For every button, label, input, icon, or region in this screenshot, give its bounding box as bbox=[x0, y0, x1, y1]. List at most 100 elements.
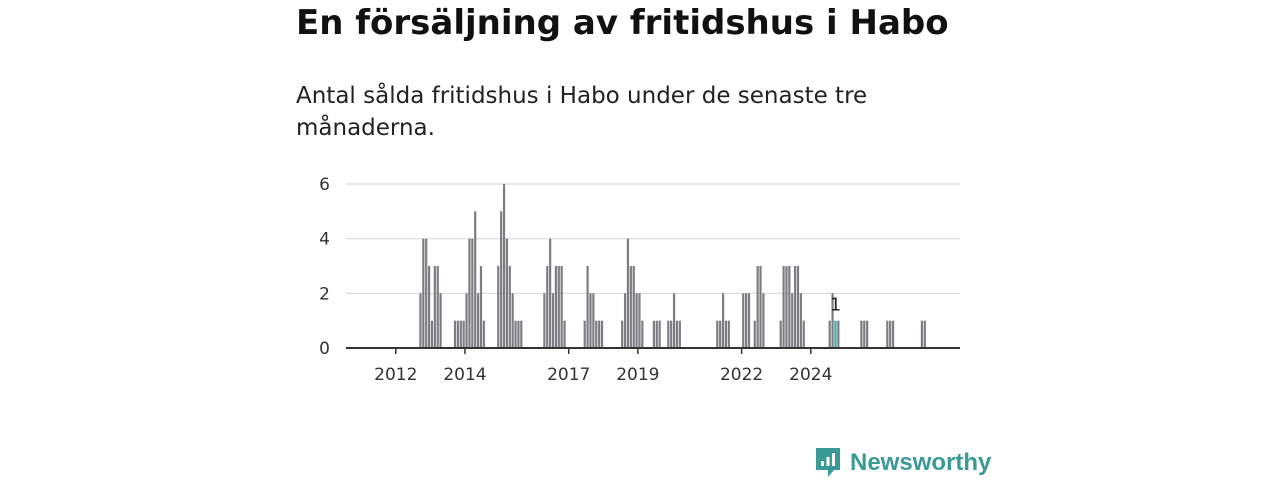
bar bbox=[508, 266, 511, 348]
x-tick-label: 2014 bbox=[443, 365, 486, 385]
bar bbox=[462, 320, 465, 348]
newsworthy-logo-icon bbox=[816, 448, 840, 477]
bar bbox=[557, 266, 560, 348]
bar bbox=[782, 266, 785, 348]
bar bbox=[459, 320, 462, 348]
bar bbox=[474, 211, 477, 348]
bar bbox=[891, 320, 895, 348]
bar bbox=[796, 266, 800, 348]
x-tick-label: 2024 bbox=[789, 365, 832, 385]
bar bbox=[502, 184, 506, 348]
bar-chart: 0 2 4 6 2012 2014 2017 2019 2022 2024 1 bbox=[319, 175, 960, 385]
bar bbox=[672, 293, 676, 348]
bar bbox=[500, 211, 503, 348]
bar bbox=[632, 266, 635, 348]
bar bbox=[621, 320, 624, 348]
bar bbox=[511, 293, 514, 348]
bar bbox=[600, 320, 604, 348]
bar bbox=[788, 266, 791, 348]
bar bbox=[549, 238, 552, 348]
bar bbox=[551, 293, 555, 348]
newsworthy-brand: Newsworthy bbox=[814, 446, 991, 480]
bar bbox=[433, 266, 436, 348]
y-tick-label: 6 bbox=[319, 175, 330, 195]
bar bbox=[583, 320, 586, 348]
bar bbox=[670, 320, 673, 348]
bar bbox=[652, 320, 655, 348]
bar bbox=[863, 320, 866, 348]
bar bbox=[742, 293, 745, 348]
bar bbox=[831, 293, 834, 348]
highlight-value-label: 1 bbox=[830, 295, 841, 316]
data-labels: 1 bbox=[830, 295, 841, 316]
bar bbox=[595, 320, 598, 348]
bar bbox=[716, 320, 719, 348]
x-tick-label: 2019 bbox=[616, 365, 659, 385]
bars bbox=[419, 184, 926, 348]
bar bbox=[799, 293, 802, 348]
bar bbox=[837, 320, 840, 348]
bar bbox=[641, 320, 644, 348]
bar bbox=[468, 238, 471, 348]
bar bbox=[638, 293, 641, 348]
bar bbox=[675, 320, 679, 348]
bar bbox=[794, 266, 797, 348]
bar bbox=[667, 320, 670, 348]
bar bbox=[563, 320, 566, 348]
bar bbox=[759, 266, 762, 348]
bar bbox=[779, 320, 782, 348]
gridlines bbox=[346, 183, 960, 294]
bar bbox=[753, 320, 756, 348]
bar bbox=[747, 293, 751, 348]
bar bbox=[430, 320, 434, 348]
bar bbox=[456, 320, 460, 348]
bar bbox=[436, 266, 439, 348]
x-tick-label: 2022 bbox=[720, 365, 763, 385]
bar bbox=[560, 266, 563, 348]
bar bbox=[589, 293, 592, 348]
bar bbox=[471, 238, 474, 348]
bar-highlight bbox=[834, 320, 837, 348]
bar bbox=[514, 320, 517, 348]
bar bbox=[543, 293, 546, 348]
x-tick-label: 2017 bbox=[547, 365, 590, 385]
bar bbox=[505, 238, 509, 348]
bar bbox=[721, 293, 725, 348]
bar bbox=[678, 320, 681, 348]
chart-title: En försäljning av fritidshus i Habo bbox=[296, 3, 949, 43]
bar bbox=[635, 293, 638, 348]
bar bbox=[802, 320, 805, 348]
bar bbox=[920, 320, 924, 348]
bar bbox=[479, 266, 483, 348]
bar bbox=[724, 320, 728, 348]
bar bbox=[425, 238, 428, 348]
bar bbox=[658, 320, 661, 348]
y-tick-label: 0 bbox=[319, 339, 330, 359]
bar bbox=[422, 238, 425, 348]
bar bbox=[592, 293, 595, 348]
bar bbox=[465, 293, 468, 348]
y-axis-ticks: 0 2 4 6 bbox=[319, 175, 330, 359]
bar bbox=[655, 320, 658, 348]
bar bbox=[439, 293, 442, 348]
bar bbox=[517, 320, 520, 348]
x-tick-label: 2012 bbox=[374, 365, 417, 385]
bar bbox=[623, 293, 627, 348]
bar bbox=[719, 320, 722, 348]
bar bbox=[586, 266, 589, 348]
bar bbox=[427, 266, 431, 348]
x-axis-ticks: 2012 2014 2017 2019 2022 2024 bbox=[374, 348, 832, 385]
bar bbox=[762, 293, 765, 348]
bar bbox=[923, 320, 926, 348]
bar bbox=[866, 320, 869, 348]
y-tick-label: 4 bbox=[319, 230, 330, 250]
bar bbox=[889, 320, 892, 348]
bar bbox=[546, 266, 549, 348]
y-tick-label: 2 bbox=[319, 284, 330, 304]
bar bbox=[791, 293, 794, 348]
bar bbox=[756, 266, 759, 348]
bar bbox=[497, 266, 500, 348]
bar bbox=[629, 266, 632, 348]
bar bbox=[886, 320, 889, 348]
bar bbox=[476, 293, 480, 348]
